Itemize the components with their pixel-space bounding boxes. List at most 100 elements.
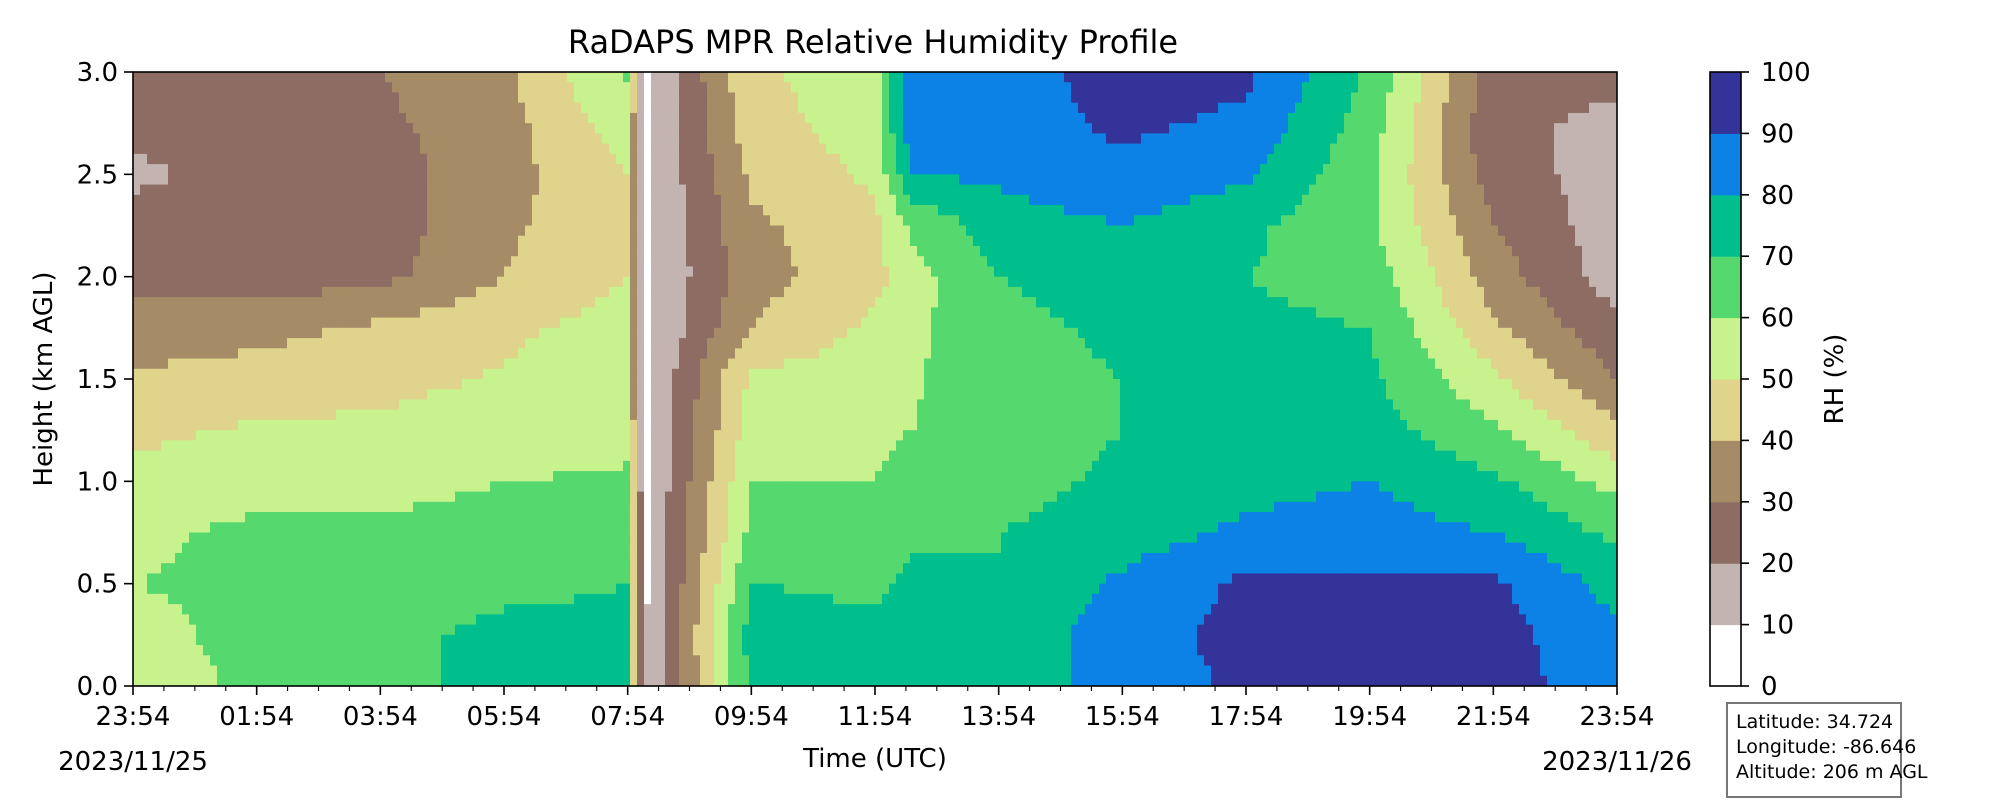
field-cell <box>483 256 491 268</box>
field-cell <box>861 256 869 268</box>
field-cell <box>189 123 197 134</box>
field-cell <box>1484 194 1492 206</box>
field-cell <box>1421 286 1429 298</box>
field-cell <box>315 297 323 308</box>
field-cell <box>399 82 407 94</box>
field-cell <box>1358 276 1366 288</box>
field-cell <box>1085 174 1093 186</box>
field-cell <box>994 102 1002 114</box>
field-cell <box>1155 92 1163 104</box>
field-cell <box>588 276 596 288</box>
field-cell <box>1148 174 1156 186</box>
field-cell <box>756 194 764 206</box>
field-cell <box>840 82 848 94</box>
field-cell <box>1302 215 1310 227</box>
field-cell <box>420 164 428 175</box>
field-cell <box>469 215 477 227</box>
field-cell <box>1365 286 1373 298</box>
field-cell <box>637 184 645 196</box>
field-cell <box>427 153 435 165</box>
field-cell <box>581 143 589 155</box>
field-cell <box>924 143 932 155</box>
field-cell <box>203 153 211 165</box>
field-cell <box>882 153 890 165</box>
field-cell <box>938 72 946 83</box>
field-cell <box>1197 112 1205 124</box>
field-cell <box>714 184 722 196</box>
field-cell <box>1001 194 1009 206</box>
field-cell <box>1239 256 1247 268</box>
field-cell <box>560 92 568 104</box>
field-cell <box>1344 153 1352 165</box>
field-cell <box>231 123 239 134</box>
field-cell <box>791 133 799 145</box>
field-cell <box>1190 276 1198 288</box>
field-cell <box>595 143 603 155</box>
field-cell <box>217 153 225 165</box>
field-cell <box>385 82 393 94</box>
field-cell <box>1596 215 1604 227</box>
field-cell <box>637 123 645 134</box>
field-cell <box>1526 215 1534 227</box>
field-cell <box>1246 153 1254 165</box>
field-cell <box>336 174 344 186</box>
field-cell <box>504 286 512 298</box>
field-cell <box>798 205 806 216</box>
field-cell <box>357 102 365 114</box>
field-cell <box>1505 102 1513 114</box>
field-cell <box>224 133 232 145</box>
field-cell <box>1477 143 1485 155</box>
field-cell <box>1365 215 1373 227</box>
field-cell <box>371 245 379 257</box>
field-cell <box>903 286 911 298</box>
field-cell <box>301 194 309 206</box>
field-cell <box>1260 205 1268 216</box>
field-cell <box>1029 102 1037 114</box>
field-cell <box>210 92 218 104</box>
field-cell <box>1330 82 1338 94</box>
field-cell <box>805 143 813 155</box>
field-cell <box>721 225 729 237</box>
field-cell <box>637 256 645 268</box>
field-cell <box>693 72 701 83</box>
field-cell <box>252 143 260 155</box>
field-cell <box>476 225 484 237</box>
field-cell <box>938 215 946 227</box>
field-cell <box>931 225 939 237</box>
field-cell <box>1302 102 1310 114</box>
field-cell <box>861 225 869 237</box>
field-cell <box>322 123 330 134</box>
field-cell <box>252 276 260 288</box>
field-cell <box>1295 194 1303 206</box>
field-cell <box>637 276 645 288</box>
field-cell <box>1484 112 1492 124</box>
field-cell <box>749 82 757 94</box>
field-cell <box>651 297 659 308</box>
field-cell <box>826 164 834 175</box>
field-cell <box>1204 225 1212 237</box>
field-cell <box>413 256 421 268</box>
field-cell <box>868 266 876 278</box>
field-cell <box>588 102 596 114</box>
field-cell <box>420 245 428 257</box>
field-cell <box>1561 82 1569 94</box>
field-cell <box>1596 92 1604 104</box>
field-cell <box>1512 184 1520 196</box>
field-cell <box>203 184 211 196</box>
field-cell <box>350 102 358 114</box>
field-cell <box>1106 123 1114 134</box>
field-cell <box>889 276 897 288</box>
field-cell <box>1120 266 1128 278</box>
field-cell <box>581 276 589 288</box>
field-cell <box>1001 184 1009 196</box>
field-cell <box>630 215 638 227</box>
field-cell <box>903 92 911 104</box>
field-cell <box>371 174 379 186</box>
field-cell <box>1547 82 1555 94</box>
field-cell <box>1106 205 1114 216</box>
field-cell <box>917 235 925 247</box>
field-cell <box>1099 256 1107 268</box>
field-cell <box>966 266 974 278</box>
field-cell <box>567 205 575 216</box>
field-cell <box>1337 123 1345 134</box>
